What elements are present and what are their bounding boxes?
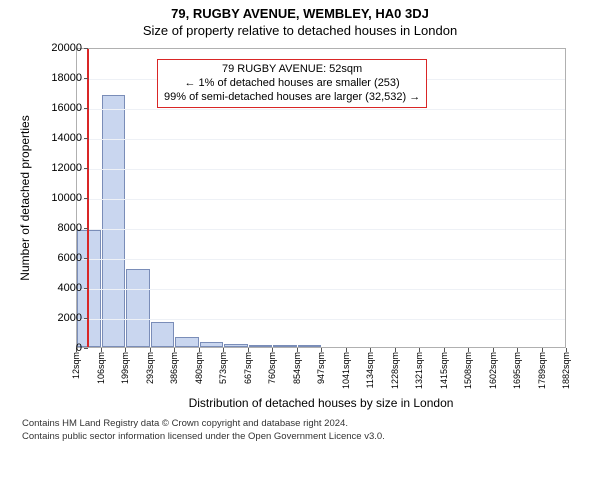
y-tick-label: 20000 — [32, 42, 82, 54]
x-tick-label: 12sqm — [71, 352, 81, 379]
y-tick-label: 14000 — [32, 132, 82, 144]
histogram-bar — [224, 344, 248, 347]
x-tick-label: 1882sqm — [561, 352, 571, 389]
histogram-bar — [298, 345, 321, 347]
x-tick-label: 573sqm — [218, 352, 228, 384]
gridline — [77, 259, 565, 260]
x-tick-label: 1789sqm — [537, 352, 547, 389]
x-axis-label: Distribution of detached houses by size … — [76, 396, 566, 410]
y-tick-label: 18000 — [32, 72, 82, 84]
x-tick-label: 199sqm — [120, 352, 130, 384]
x-tick-label: 1041sqm — [341, 352, 351, 389]
footer-line-1: Contains HM Land Registry data © Crown c… — [22, 418, 590, 431]
gridline — [77, 199, 565, 200]
x-tick-label: 106sqm — [96, 352, 106, 384]
x-tick-label: 1602sqm — [488, 352, 498, 389]
x-tick-label: 760sqm — [267, 352, 277, 384]
histogram-bar — [249, 345, 272, 347]
histogram-bar — [273, 345, 297, 347]
y-tick-label: 4000 — [32, 282, 82, 294]
x-tick-label: 1228sqm — [390, 352, 400, 389]
gridline — [77, 139, 565, 140]
histogram-bar — [126, 269, 150, 347]
y-axis-label-wrap: Number of detached properties — [18, 48, 32, 348]
gridline — [77, 169, 565, 170]
histogram-bar — [175, 337, 199, 348]
page-title-subtitle: Size of property relative to detached ho… — [0, 21, 600, 42]
histogram-bar — [200, 342, 223, 347]
y-axis-label: Number of detached properties — [18, 115, 32, 280]
gridline — [77, 229, 565, 230]
x-tick-label: 1321sqm — [414, 352, 424, 389]
page-title-address: 79, RUGBY AVENUE, WEMBLEY, HA0 3DJ — [0, 0, 600, 21]
y-tick-label: 8000 — [32, 222, 82, 234]
x-tick-label: 1134sqm — [365, 352, 375, 388]
y-tick-label: 0 — [32, 342, 82, 354]
y-tick-label: 10000 — [32, 192, 82, 204]
x-tick-label: 1508sqm — [463, 352, 473, 389]
gridline — [77, 289, 565, 290]
y-tick-label: 2000 — [32, 312, 82, 324]
annotation-box: 79 RUGBY AVENUE: 52sqm← 1% of detached h… — [157, 59, 427, 108]
gridline — [77, 109, 565, 110]
y-tick-label: 12000 — [32, 162, 82, 174]
y-tick-label: 6000 — [32, 252, 82, 264]
plot-area: 79 RUGBY AVENUE: 52sqm← 1% of detached h… — [76, 48, 566, 348]
annotation-line: 79 RUGBY AVENUE: 52sqm — [164, 63, 420, 77]
chart-figure: Number of detached properties 79 RUGBY A… — [20, 42, 580, 412]
histogram-bar — [151, 322, 174, 348]
annotation-line: ← 1% of detached houses are smaller (253… — [164, 77, 420, 91]
x-tick-label: 386sqm — [169, 352, 179, 384]
annotation-line: 99% of semi-detached houses are larger (… — [164, 91, 420, 105]
footer: Contains HM Land Registry data © Crown c… — [0, 412, 600, 444]
x-tick-label: 947sqm — [316, 352, 326, 384]
x-tick-label: 1415sqm — [439, 352, 449, 389]
y-tick-label: 16000 — [32, 102, 82, 114]
footer-line-2: Contains public sector information licen… — [22, 431, 590, 444]
x-tick-label: 293sqm — [145, 352, 155, 384]
gridline — [77, 319, 565, 320]
x-tick-label: 480sqm — [194, 352, 204, 384]
histogram-bar — [102, 95, 125, 347]
x-tick-label: 667sqm — [243, 352, 253, 384]
x-tick-label: 1695sqm — [512, 352, 522, 389]
x-tick-label: 854sqm — [292, 352, 302, 384]
